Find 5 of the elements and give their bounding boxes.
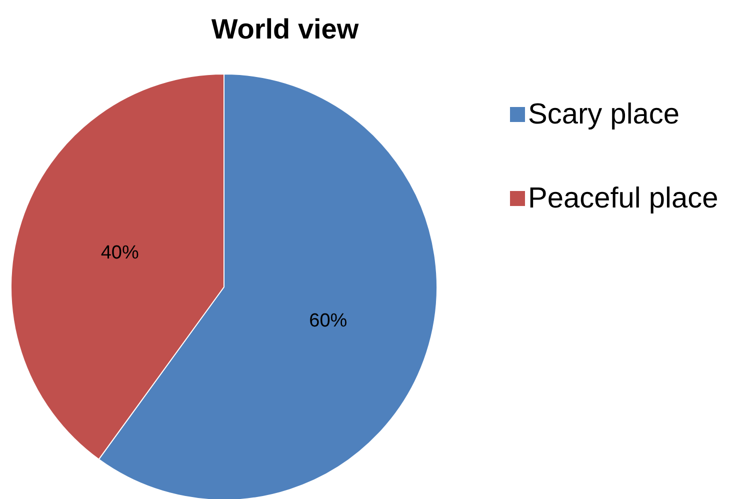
legend-label: Peaceful place — [528, 182, 718, 214]
legend-label: Scary place — [528, 98, 680, 130]
data-label: 40% — [100, 242, 139, 264]
data-label: 60% — [309, 310, 348, 332]
chart-title: World view — [211, 14, 359, 44]
